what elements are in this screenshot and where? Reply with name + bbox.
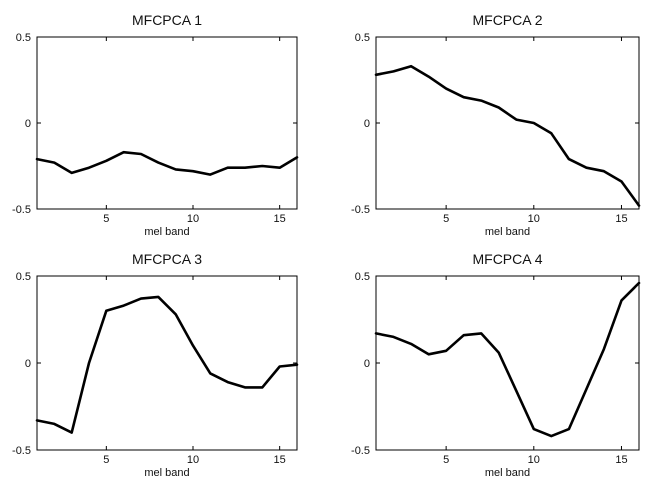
chart-title: MFCPCA 3 — [132, 251, 202, 267]
x-axis-label: mel band — [144, 467, 189, 479]
y-tick-label: 0.5 — [355, 271, 370, 283]
axes-frame — [36, 275, 298, 451]
y-tick-label: 0.5 — [16, 271, 31, 283]
y-tick-label: 0 — [364, 118, 370, 130]
y-tick-label: 0.5 — [16, 32, 31, 44]
chart-title: MFCPCA 1 — [132, 12, 202, 28]
x-axis-label: mel band — [144, 226, 189, 238]
y-tick-label: -0.5 — [351, 445, 370, 457]
axes-frame — [375, 36, 640, 210]
y-tick-label: -0.5 — [12, 445, 31, 457]
y-tick-label: 0 — [25, 118, 31, 130]
chart-panel-3: MFCPCA 3 5 10 15 0.5 0 -0.5 mel band — [12, 251, 299, 479]
chart-panel-4: MFCPCA 4 5 10 15 0.5 0 -0.5 mel band — [351, 251, 641, 479]
series-line-1 — [374, 64, 641, 207]
y-tick-label: 0 — [25, 358, 31, 370]
y-tick-label: -0.5 — [12, 204, 31, 216]
y-tick-label: 0 — [364, 358, 370, 370]
chart-panel-1: MFCPCA 1 5 10 15 0.5 0 -0.5 mel band — [12, 12, 299, 238]
x-tick-label: 15 — [615, 213, 627, 225]
x-axis-label: mel band — [485, 467, 530, 479]
x-tick-label: 5 — [443, 454, 449, 466]
x-tick-label: 10 — [528, 213, 540, 225]
chart-title: MFCPCA 4 — [472, 251, 542, 267]
series-line-1 — [35, 150, 299, 176]
chart-title: MFCPCA 2 — [472, 12, 542, 28]
y-tick-label: 0.5 — [355, 32, 370, 44]
axes-frame — [36, 36, 298, 210]
y-tick-label: -0.5 — [351, 204, 370, 216]
series-line-1 — [35, 295, 299, 434]
chart-panel-2: MFCPCA 2 5 10 15 0.5 0 -0.5 mel band — [351, 12, 641, 238]
x-tick-label: 5 — [103, 213, 109, 225]
x-tick-label: 10 — [528, 454, 540, 466]
x-tick-label: 5 — [103, 454, 109, 466]
x-tick-label: 10 — [187, 213, 199, 225]
x-tick-label: 5 — [443, 213, 449, 225]
x-tick-label: 15 — [274, 213, 286, 225]
series-line-1 — [374, 281, 641, 438]
x-tick-label: 15 — [274, 454, 286, 466]
x-tick-label: 15 — [615, 454, 627, 466]
x-axis-label: mel band — [485, 226, 530, 238]
x-tick-label: 10 — [187, 454, 199, 466]
axes-frame — [375, 275, 640, 451]
